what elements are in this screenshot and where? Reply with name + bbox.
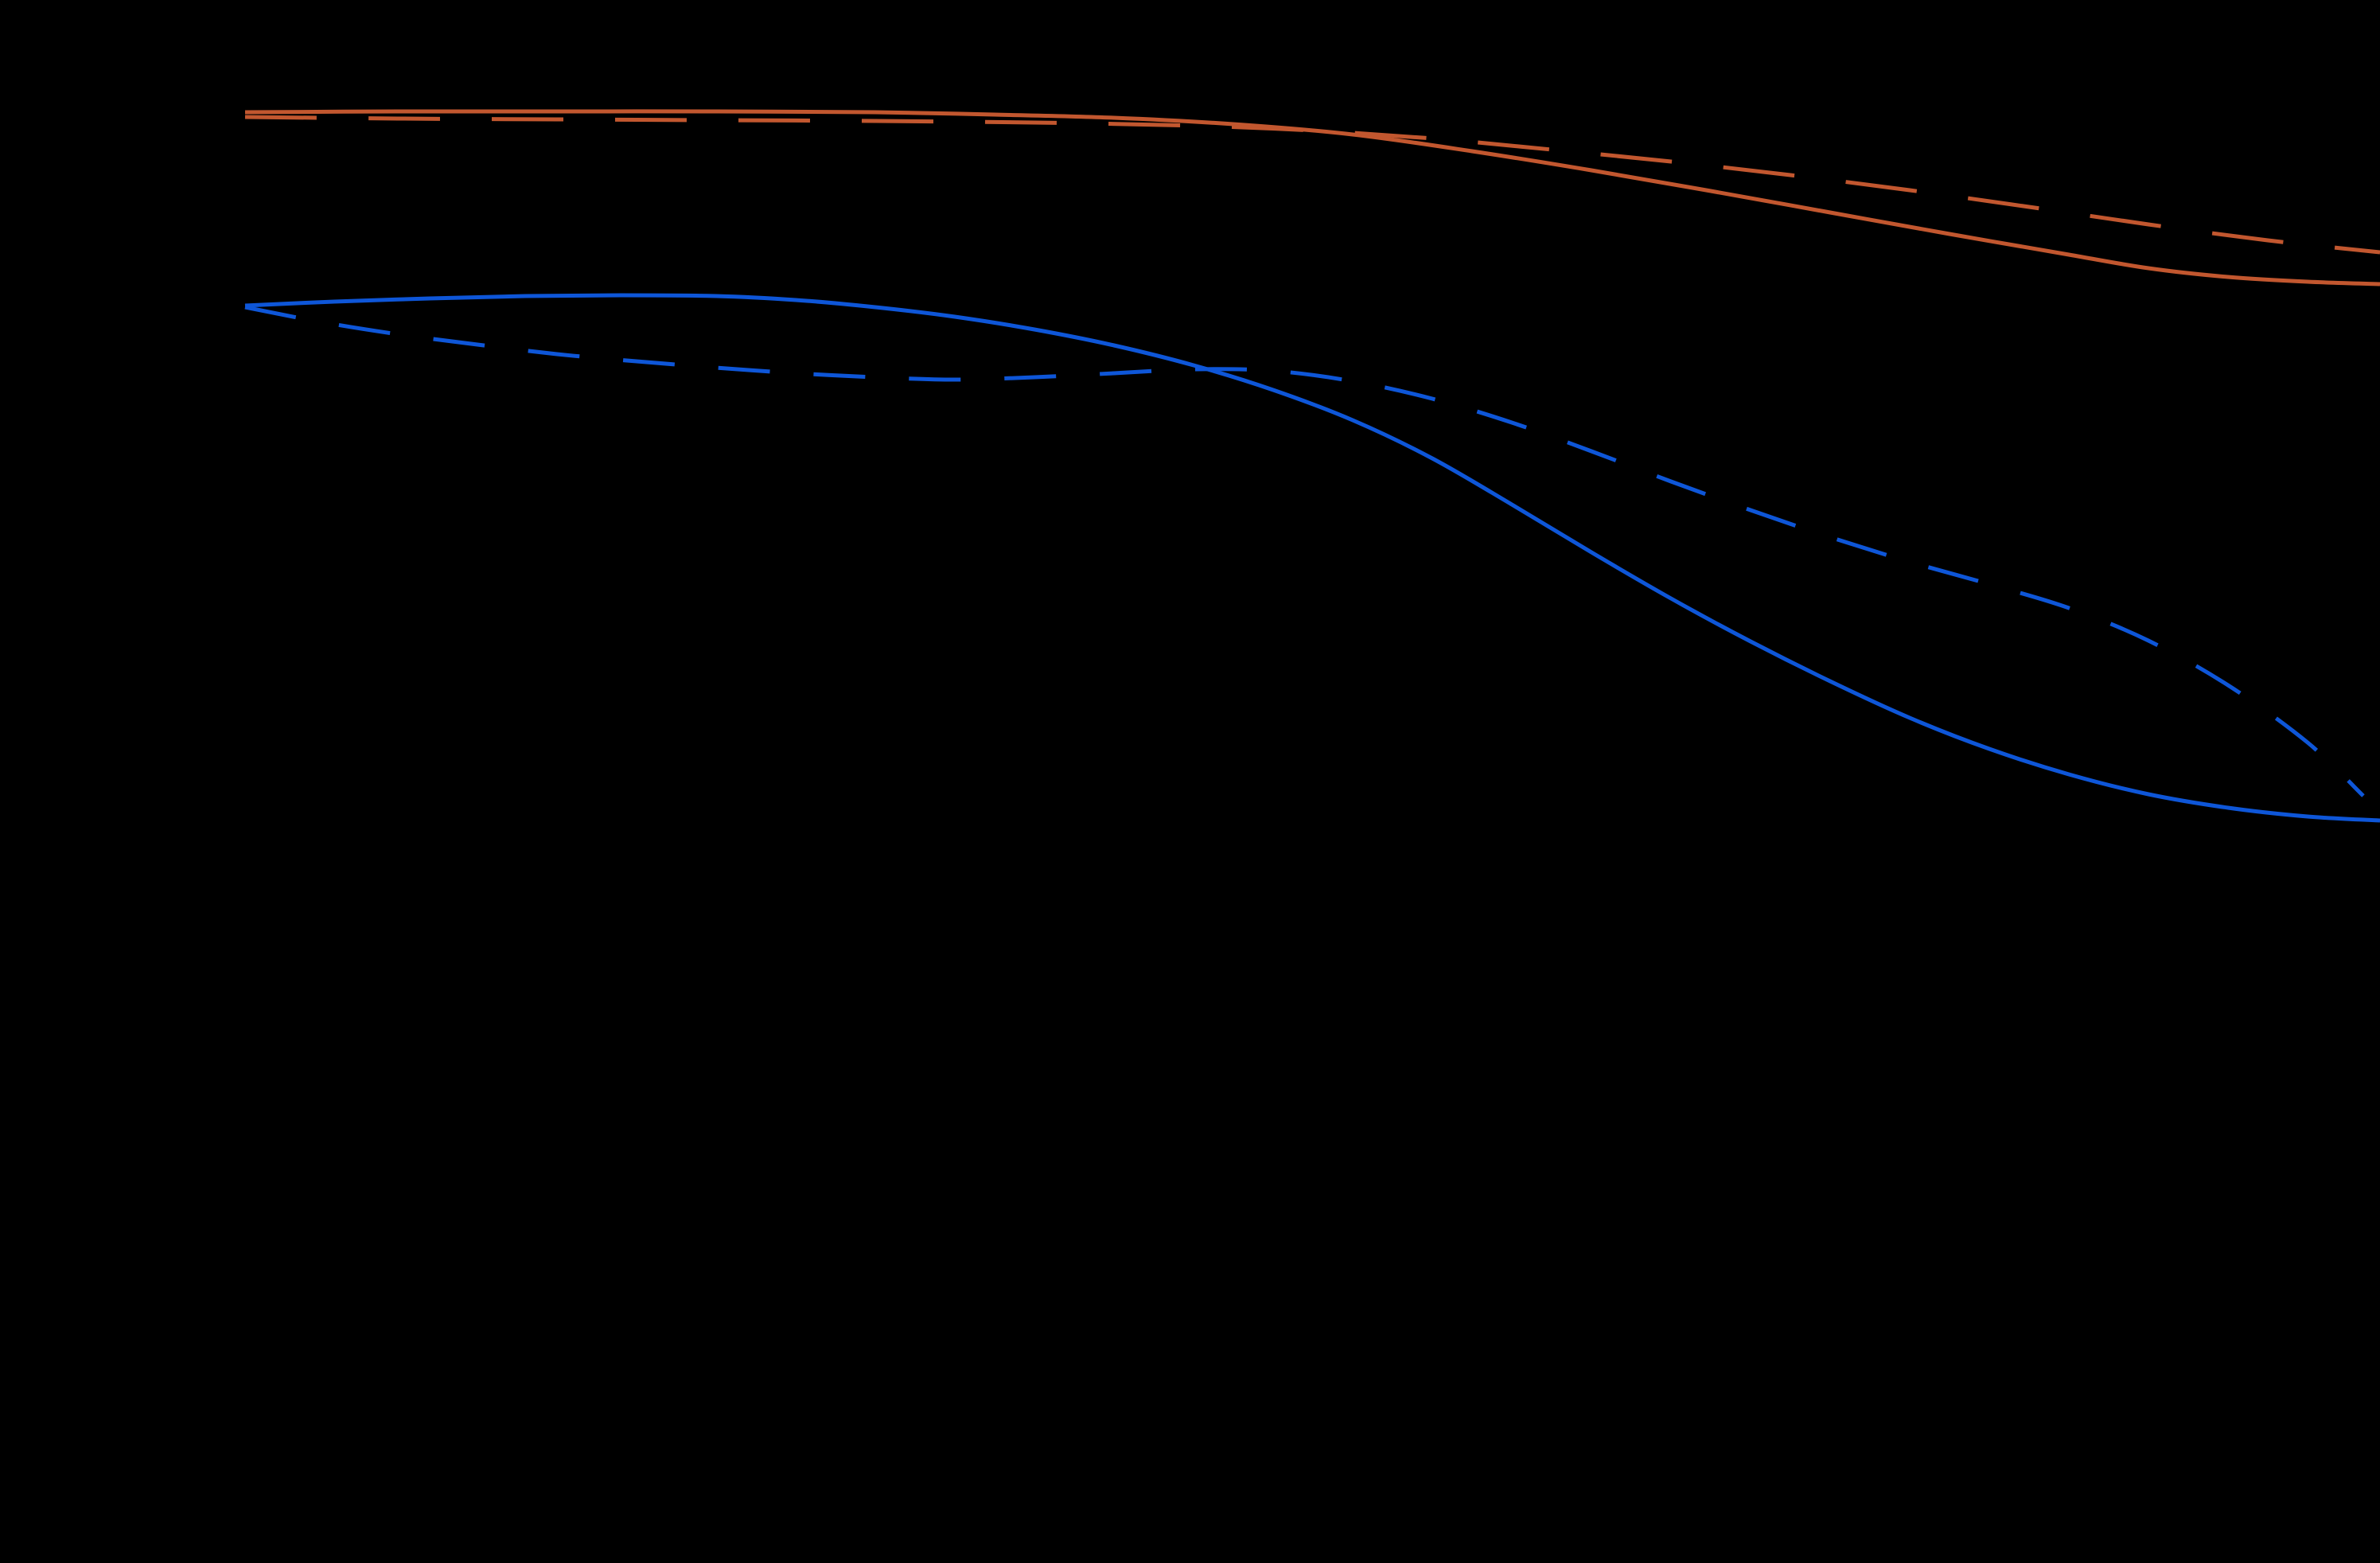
series-blue-dashed-line	[244, 305, 2365, 797]
series-blue-solid-line	[244, 293, 2380, 823]
series-orange-solid-line	[244, 109, 2380, 286]
series-orange-dashed-line	[244, 115, 2380, 255]
series-group	[244, 109, 2380, 823]
